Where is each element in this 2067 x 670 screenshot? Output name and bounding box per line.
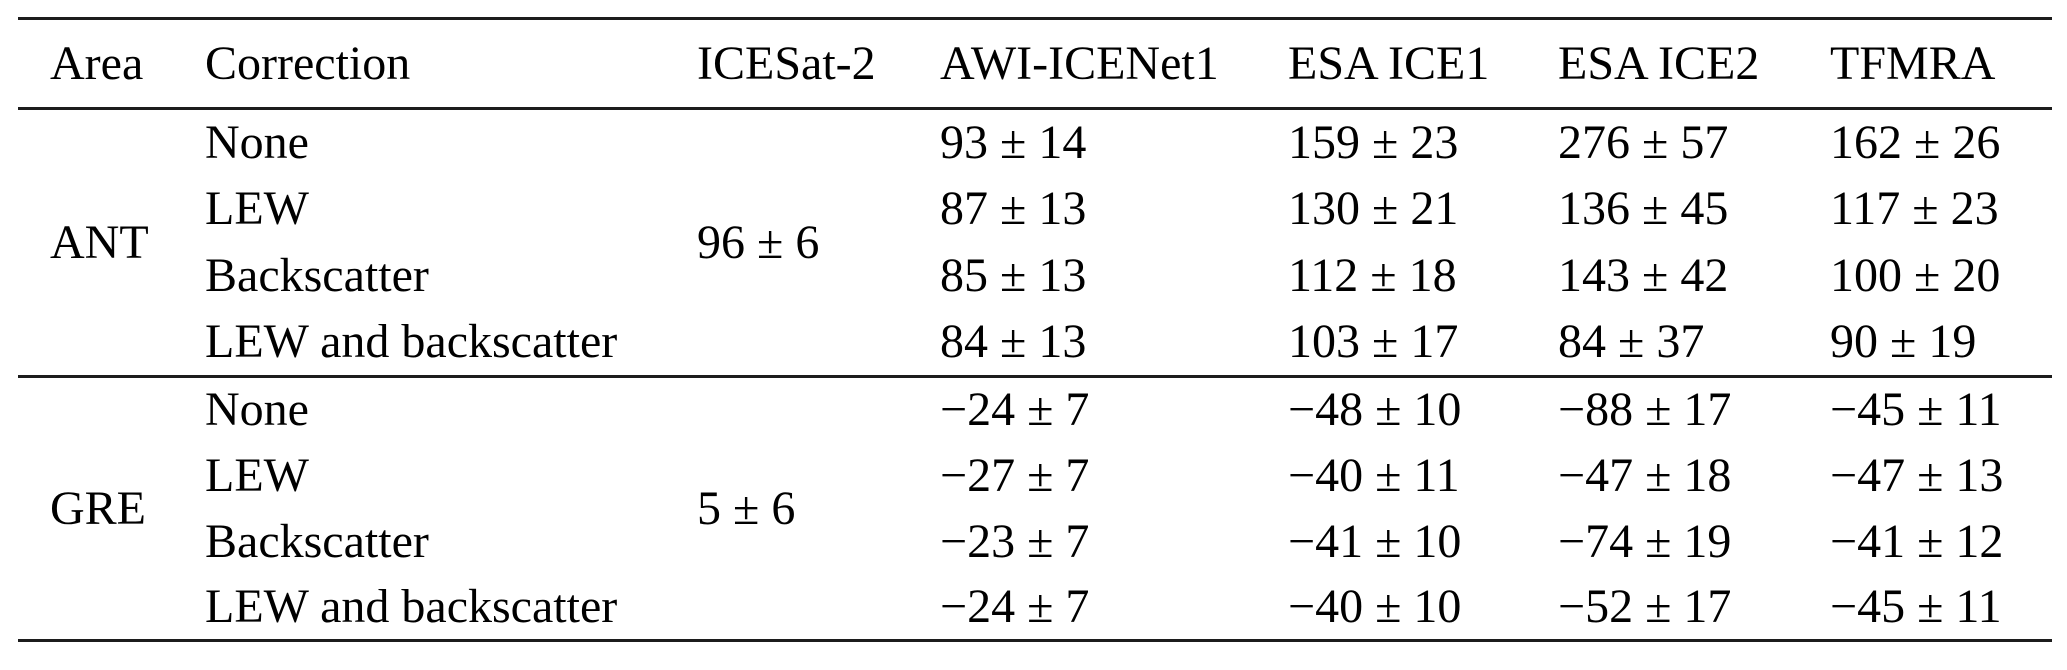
block-gre: GRE None 5 ± 6 −24 ± 7 −48 ± 10 −88 ± 17… [18, 377, 2052, 641]
col-header-esa-ice1: ESA ICE1 [1288, 36, 1490, 90]
value-cell-awi-icenet1: 84 ± 13 [940, 315, 1087, 369]
value-cell-esa-ice1: −41 ± 10 [1288, 514, 1462, 568]
value-cell-tfmra: 100 ± 20 [1830, 249, 2001, 302]
value-cell-awi-icenet1: −24 ± 7 [940, 579, 1090, 633]
value-cell-esa-ice1: 159 ± 23 [1288, 115, 1459, 169]
col-header-area: Area [50, 36, 144, 90]
col-header-esa-ice2: ESA ICE2 [1558, 36, 1760, 90]
value-cell-awi-icenet1: 93 ± 14 [940, 115, 1087, 169]
value-cell-tfmra: 90 ± 19 [1830, 315, 1977, 369]
col-header-correction: Correction [205, 36, 411, 90]
table-row: Backscatter 85 ± 13 112 ± 18 143 ± 42 10… [18, 243, 2052, 310]
value-cell-tfmra: −45 ± 11 [1830, 579, 2002, 633]
value-cell-tfmra: −47 ± 13 [1830, 448, 2004, 502]
correction-cell: LEW [205, 448, 309, 502]
correction-cell: LEW and backscatter [205, 579, 618, 633]
col-header-icesat2: ICESat-2 [697, 36, 876, 90]
table-row: LEW 87 ± 13 130 ± 21 136 ± 45 117 ± 23 [18, 176, 2052, 243]
header-row: Area Correction ICESat-2 AWI-ICENet1 ESA… [18, 19, 2052, 109]
correction-cell: LEW [205, 182, 309, 235]
value-cell-esa-ice2: 84 ± 37 [1558, 315, 1705, 369]
value-cell-esa-ice2: 276 ± 57 [1558, 115, 1729, 169]
correction-cell: None [205, 115, 309, 169]
value-cell-esa-ice2: 136 ± 45 [1558, 182, 1729, 235]
value-cell-esa-ice1: 130 ± 21 [1288, 182, 1459, 235]
table-row: GRE None 5 ± 6 −24 ± 7 −48 ± 10 −88 ± 17… [18, 377, 2052, 532]
value-cell-esa-ice1: −40 ± 11 [1288, 448, 1460, 502]
value-cell-awi-icenet1: −23 ± 7 [940, 514, 1090, 568]
value-cell-esa-ice2: −88 ± 17 [1558, 383, 1732, 437]
col-header-awi-icenet1: AWI-ICENet1 [940, 36, 1219, 90]
value-cell-esa-ice2: −74 ± 19 [1558, 514, 1732, 568]
area-label-ant: ANT [50, 215, 149, 269]
icesat2-value-gre: 5 ± 6 [697, 481, 796, 535]
value-cell-awi-icenet1: −27 ± 7 [940, 448, 1090, 502]
area-label-gre: GRE [50, 481, 146, 535]
value-cell-tfmra: 162 ± 26 [1830, 115, 2001, 169]
correction-cell: None [205, 383, 309, 437]
value-cell-tfmra: 117 ± 23 [1830, 182, 1999, 235]
value-cell-awi-icenet1: 85 ± 13 [940, 249, 1087, 302]
value-cell-awi-icenet1: 87 ± 13 [940, 182, 1087, 235]
value-cell-tfmra: −45 ± 11 [1830, 383, 2002, 437]
table-row: ANT None 96 ± 6 93 ± 14 159 ± 23 276 ± 5… [18, 109, 2052, 266]
value-cell-esa-ice1: −48 ± 10 [1288, 383, 1462, 437]
value-cell-esa-ice1: 112 ± 18 [1288, 249, 1457, 302]
correction-cell: Backscatter [205, 249, 429, 302]
block-ant: ANT None 96 ± 6 93 ± 14 159 ± 23 276 ± 5… [18, 109, 2052, 377]
value-cell-esa-ice2: 143 ± 42 [1558, 249, 1729, 302]
value-cell-esa-ice2: −47 ± 18 [1558, 448, 1732, 502]
icesat2-value-ant: 96 ± 6 [697, 215, 820, 269]
value-cell-awi-icenet1: −24 ± 7 [940, 383, 1090, 437]
correction-cell: LEW and backscatter [205, 315, 618, 369]
table-row: LEW −27 ± 7 −40 ± 11 −47 ± 18 −47 ± 13 [18, 443, 2052, 509]
results-table: Area Correction ICESat-2 AWI-ICENet1 ESA… [18, 17, 2052, 642]
correction-cell: Backscatter [205, 514, 429, 568]
value-cell-esa-ice1: −40 ± 10 [1288, 579, 1462, 633]
value-cell-tfmra: −41 ± 12 [1830, 514, 2004, 568]
value-cell-esa-ice1: 103 ± 17 [1288, 315, 1459, 369]
table-row: Backscatter −23 ± 7 −41 ± 10 −74 ± 19 −4… [18, 509, 2052, 575]
col-header-tfmra: TFMRA [1830, 36, 1996, 90]
table-row: LEW and backscatter 84 ± 13 103 ± 17 84 … [18, 310, 2052, 377]
table-row: LEW and backscatter −24 ± 7 −40 ± 10 −52… [18, 575, 2052, 641]
value-cell-esa-ice2: −52 ± 17 [1558, 579, 1732, 633]
table-header: Area Correction ICESat-2 AWI-ICENet1 ESA… [18, 18, 2052, 109]
